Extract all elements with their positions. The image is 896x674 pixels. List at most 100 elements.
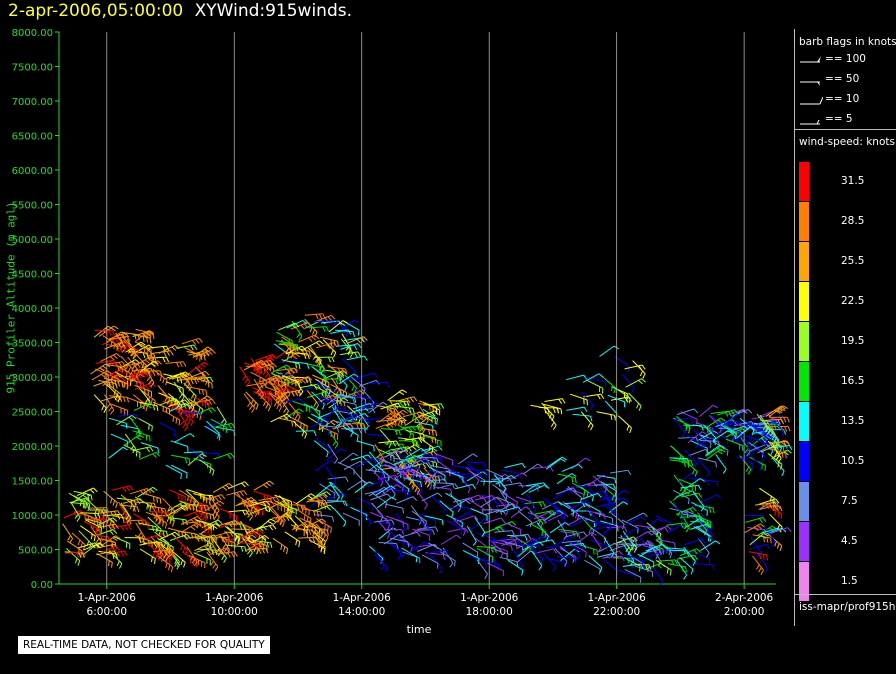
wind-barb-feather bbox=[693, 549, 698, 555]
wind-barb-feather bbox=[165, 379, 168, 386]
wind-barb-feather bbox=[435, 462, 438, 469]
wind-barb bbox=[432, 486, 451, 490]
wind-barb-feather bbox=[172, 546, 174, 553]
wind-barb-feather bbox=[709, 442, 712, 449]
wind-barb-feather bbox=[400, 420, 403, 426]
wind-barb-feather bbox=[404, 450, 409, 456]
wind-barb-feather bbox=[563, 534, 568, 540]
wind-barb bbox=[67, 540, 83, 552]
wind-barb-feather bbox=[188, 458, 191, 464]
wind-barb-feather bbox=[139, 381, 142, 388]
wind-barb-feather bbox=[549, 466, 554, 472]
wind-barb bbox=[596, 552, 615, 558]
wind-barb bbox=[186, 546, 198, 562]
wind-barb-feather bbox=[126, 397, 130, 403]
wind-barb bbox=[624, 568, 642, 578]
wind-barb bbox=[356, 457, 373, 468]
x-tick-date: 1-Apr-2006 bbox=[205, 592, 264, 604]
wind-barb bbox=[204, 425, 221, 436]
wind-barb-feather bbox=[588, 528, 592, 534]
wind-barb-feather bbox=[142, 383, 145, 390]
wind-barb bbox=[669, 457, 688, 460]
wind-barb-feather bbox=[474, 515, 479, 521]
wind-barb bbox=[579, 544, 598, 551]
wind-barb-feather bbox=[246, 381, 251, 387]
wind-barb bbox=[435, 453, 453, 461]
wind-barb bbox=[667, 563, 686, 568]
wind-barb-feather bbox=[420, 481, 422, 488]
wind-barb bbox=[700, 440, 719, 442]
wind-barb bbox=[226, 544, 245, 548]
wind-barb-feather bbox=[380, 481, 384, 487]
wind-barb-feather bbox=[739, 433, 742, 439]
wind-barb-feather bbox=[307, 353, 310, 360]
wind-barb bbox=[130, 417, 142, 433]
y-tick-label: 2500.00 bbox=[12, 408, 53, 419]
wind-barb-feather bbox=[272, 497, 277, 503]
wind-barb bbox=[333, 508, 347, 523]
wind-barb-feather bbox=[250, 497, 256, 502]
wind-barb-feather bbox=[256, 548, 260, 555]
wind-barb-feather bbox=[722, 468, 727, 474]
wind-barb-feather bbox=[307, 322, 312, 327]
wind-barb-feather bbox=[529, 521, 533, 528]
wind-barb-feather bbox=[316, 360, 321, 366]
wind-barb-feather bbox=[673, 542, 676, 549]
wind-barb-feather bbox=[786, 417, 790, 423]
wind-barb bbox=[507, 559, 524, 571]
wind-barb-feather bbox=[702, 431, 708, 435]
wind-barb-feather bbox=[90, 494, 93, 501]
wind-barb-feather bbox=[329, 504, 335, 510]
wind-barb bbox=[278, 322, 296, 331]
wind-barb-feather bbox=[433, 483, 436, 490]
wind-barb-feather bbox=[571, 476, 574, 483]
wind-barb bbox=[384, 443, 403, 445]
wind-barb-feather bbox=[319, 366, 322, 372]
wind-barb-feather bbox=[213, 513, 218, 519]
wind-barb-feather bbox=[357, 351, 362, 357]
wind-barb bbox=[430, 465, 449, 470]
wind-barb-feather bbox=[422, 433, 425, 440]
wind-barb-feather bbox=[294, 390, 299, 396]
wind-barb bbox=[770, 527, 788, 534]
wind-barb-feather bbox=[265, 505, 267, 512]
wind-barb-feather bbox=[200, 363, 206, 368]
wind-barb-feather bbox=[109, 356, 115, 361]
wind-barb bbox=[292, 400, 310, 408]
wind-barb-feather bbox=[268, 525, 274, 531]
wind-barb-feather bbox=[195, 502, 199, 508]
wind-barb-feather bbox=[631, 387, 635, 393]
wind-barb-feather bbox=[410, 546, 413, 553]
wind-barb-feather bbox=[193, 524, 199, 529]
wind-barb-feather bbox=[141, 537, 146, 543]
wind-barb-feather bbox=[712, 507, 715, 514]
wind-barb-feather bbox=[769, 527, 774, 532]
wind-barb bbox=[491, 477, 510, 480]
wind-barb-feather bbox=[111, 562, 113, 568]
wind-barb-feather bbox=[246, 549, 252, 555]
wind-barb bbox=[495, 503, 512, 514]
chart-title: 2-apr-2006,05:00:00 XYWind:915winds. bbox=[8, 1, 352, 21]
wind-barb-feather bbox=[350, 419, 355, 425]
wind-barb-feather bbox=[354, 397, 357, 403]
wind-barb bbox=[483, 517, 502, 524]
wind-barb-feather bbox=[325, 394, 330, 400]
wind-barb-feather bbox=[193, 499, 195, 505]
wind-barb bbox=[554, 535, 570, 547]
wind-barb bbox=[683, 546, 696, 562]
wind-barb bbox=[510, 506, 526, 518]
wind-barb bbox=[582, 373, 600, 383]
wind-barb-feather bbox=[363, 388, 366, 394]
wind-barb-feather bbox=[108, 560, 110, 567]
wind-barb bbox=[144, 366, 155, 383]
wind-barb bbox=[140, 442, 159, 449]
wind-barb-feather bbox=[116, 353, 121, 358]
wind-barb-feather bbox=[781, 470, 785, 477]
wind-barb-feather bbox=[384, 502, 388, 509]
wind-barb bbox=[698, 404, 714, 418]
wind-barb-feather bbox=[460, 529, 463, 536]
wind-barb-feather bbox=[758, 518, 763, 523]
wind-barb-feather bbox=[162, 377, 165, 384]
wind-barb bbox=[368, 401, 384, 414]
wind-barb-feather bbox=[168, 564, 171, 571]
